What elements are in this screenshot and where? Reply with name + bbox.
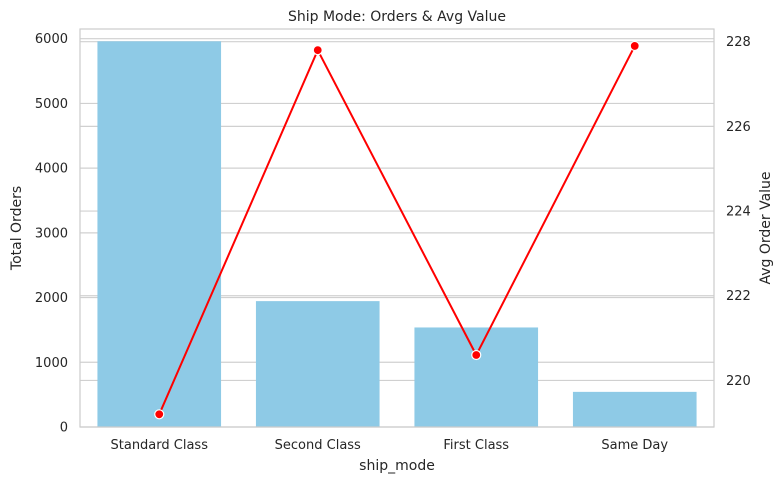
bar <box>97 41 222 428</box>
x-axis-ticks: Standard Class Second Class First Class Sam… <box>111 438 669 453</box>
line-path <box>158 45 636 415</box>
line-point <box>471 349 482 361</box>
bar <box>255 301 380 427</box>
y-tick-label: 6000 <box>35 32 68 47</box>
y-tick-label: 0 <box>60 421 68 436</box>
x-axis-label: ship_mode <box>359 458 435 474</box>
y2-tick-label: 224 <box>726 205 751 220</box>
line-point <box>312 45 323 56</box>
bar-series <box>97 41 697 428</box>
y2-tick-label: 228 <box>726 35 751 50</box>
y-tick-label: 3000 <box>35 226 68 241</box>
right-axis-ticks: 220 222 224 226 228 <box>726 35 751 389</box>
x-tick-label: Same Day <box>601 438 668 453</box>
left-axis-ticks: 0 1000 2000 3000 4000 5000 6000 <box>35 32 68 435</box>
y2-axis-label: Avg Order Value <box>758 171 774 284</box>
x-tick-label: First Class <box>443 438 509 453</box>
y2-tick-label: 222 <box>726 289 751 304</box>
y-tick-label: 2000 <box>35 291 68 306</box>
y-tick-label: 4000 <box>35 162 68 177</box>
plot-frame <box>79 28 715 428</box>
y-axis-label: Total Orders <box>9 186 25 271</box>
y-tick-label: 5000 <box>35 97 68 112</box>
line-point <box>154 409 165 420</box>
y2-tick-label: 226 <box>726 120 751 135</box>
y2-tick-label: 220 <box>726 374 751 389</box>
line-series <box>154 40 640 420</box>
chart-title: Ship Mode: Orders & Avg Value <box>288 9 506 25</box>
x-tick-label: Standard Class <box>111 438 209 453</box>
y-tick-label: 1000 <box>35 356 68 371</box>
x-tick-label: Second Class <box>275 438 361 453</box>
bar <box>572 391 697 427</box>
bar <box>414 327 539 427</box>
line-point <box>629 40 640 52</box>
